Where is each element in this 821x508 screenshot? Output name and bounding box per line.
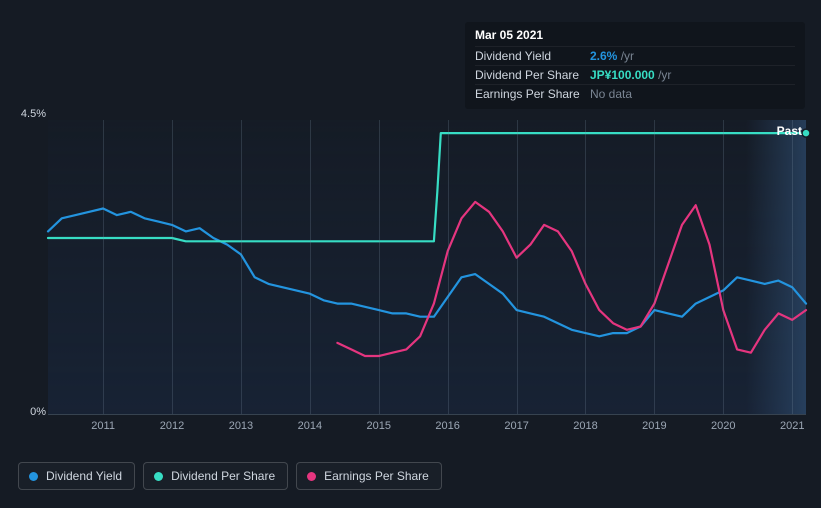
gridline xyxy=(172,120,173,414)
x-tick: 2021 xyxy=(780,420,804,432)
tooltip-date: Mar 05 2021 xyxy=(475,28,795,46)
past-label: Past xyxy=(777,124,802,138)
chart: 4.5% 0% Past 201120122013201420152016201… xyxy=(18,100,808,440)
tooltip-row: Earnings Per ShareNo data xyxy=(475,84,795,103)
y-axis-min: 0% xyxy=(18,406,46,418)
tooltip-row-label: Dividend Per Share xyxy=(475,68,590,82)
legend-dot-icon xyxy=(29,472,38,481)
tooltip-row-label: Dividend Yield xyxy=(475,49,590,63)
x-tick: 2011 xyxy=(91,420,115,432)
y-axis-max: 4.5% xyxy=(18,108,46,120)
legend: Dividend Yield Dividend Per Share Earnings… xyxy=(18,462,442,490)
legend-item-earnings-per-share[interactable]: Earnings Per Share xyxy=(296,462,442,490)
x-tick: 2015 xyxy=(367,420,391,432)
gridline xyxy=(103,120,104,414)
legend-item-label: Earnings Per Share xyxy=(324,469,429,483)
tooltip: Mar 05 2021 Dividend Yield2.6% /yrDivide… xyxy=(465,22,805,109)
tooltip-row-label: Earnings Per Share xyxy=(475,87,590,101)
legend-dot-icon xyxy=(154,472,163,481)
legend-dot-icon xyxy=(307,472,316,481)
series-svg xyxy=(48,120,806,415)
x-tick: 2018 xyxy=(573,420,597,432)
x-tick: 2014 xyxy=(298,420,322,432)
x-tick: 2012 xyxy=(160,420,184,432)
gridline xyxy=(517,120,518,414)
gridline xyxy=(585,120,586,414)
x-tick: 2020 xyxy=(711,420,735,432)
series-dividend-per-share[interactable] xyxy=(48,133,806,241)
gridline xyxy=(792,120,793,414)
tooltip-row: Dividend Yield2.6% /yr xyxy=(475,46,795,65)
gridline xyxy=(448,120,449,414)
gridline xyxy=(241,120,242,414)
gridline xyxy=(654,120,655,414)
tooltip-row-value: 2.6% /yr xyxy=(590,49,634,63)
legend-item-dividend-per-share[interactable]: Dividend Per Share xyxy=(143,462,288,490)
x-tick: 2017 xyxy=(504,420,528,432)
gridline xyxy=(723,120,724,414)
plot-area[interactable] xyxy=(48,120,806,415)
x-tick: 2016 xyxy=(435,420,459,432)
gridline xyxy=(379,120,380,414)
tooltip-row-value: No data xyxy=(590,87,632,101)
tooltip-row-value: JP¥100.000 /yr xyxy=(590,68,671,82)
legend-item-dividend-yield[interactable]: Dividend Yield xyxy=(18,462,135,490)
gridline xyxy=(310,120,311,414)
series-end-dot-dividend-per-share xyxy=(802,129,810,137)
x-tick: 2019 xyxy=(642,420,666,432)
legend-item-label: Dividend Yield xyxy=(46,469,122,483)
tooltip-row: Dividend Per ShareJP¥100.000 /yr xyxy=(475,65,795,84)
x-axis: 2011 2012 2013 2014 2015 2016 2017 2018 2019 2020… xyxy=(48,420,806,440)
x-tick: 2013 xyxy=(229,420,253,432)
legend-item-label: Dividend Per Share xyxy=(171,469,275,483)
